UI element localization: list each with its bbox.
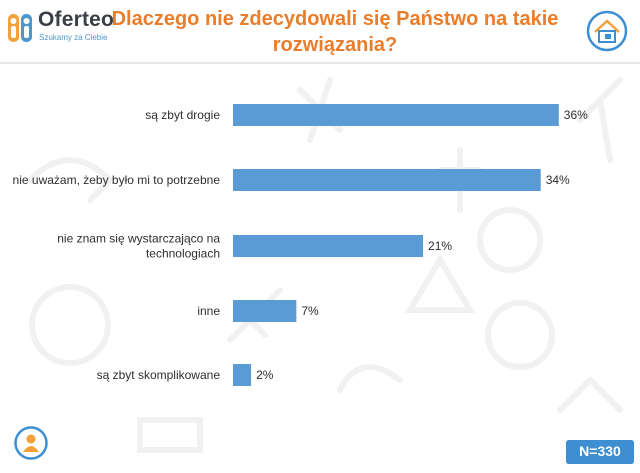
bar-4 [233,364,252,386]
value-label-1: 34% [546,173,570,187]
title-line-2: rozwiązania? [272,34,398,56]
category-label-1: nie uważam, żeby było mi to potrzebne [13,173,221,187]
category-label-3: inne [197,304,220,318]
bar-3 [233,300,297,322]
logo-icon [8,14,32,42]
sample-size: N=330 [579,443,621,459]
house-icon [586,10,628,52]
value-label-4: 2% [256,368,274,382]
value-label-3: 7% [301,304,319,318]
bar-2 [233,235,424,257]
bar-chart: są zbyt drogie nie uważam, żeby było mi t… [13,104,588,386]
category-label-2-line-0: nie znam się wystarczająco na [57,232,220,246]
logo-tagline: Szukamy za Ciebie [39,33,108,42]
page-title: Dlaczego nie zdecydowali się Państwo na … [110,6,560,58]
category-label-2-line-1: technologiach [146,247,220,261]
person-icon [14,426,48,460]
title-line-1: Dlaczego nie zdecydowali się Państwo na … [111,8,559,30]
bar-0 [233,104,559,126]
category-label-4: są zbyt skomplikowane [97,368,221,382]
header-divider [0,62,640,64]
value-label-2: 21% [428,239,452,253]
bar-1 [233,169,541,191]
logo-name: Oferteo [38,8,115,31]
category-label-0: są zbyt drogie [145,108,220,122]
sample-size-badge: N=330 [566,440,634,468]
badge-shape [566,440,634,468]
value-label-0: 36% [564,108,588,122]
